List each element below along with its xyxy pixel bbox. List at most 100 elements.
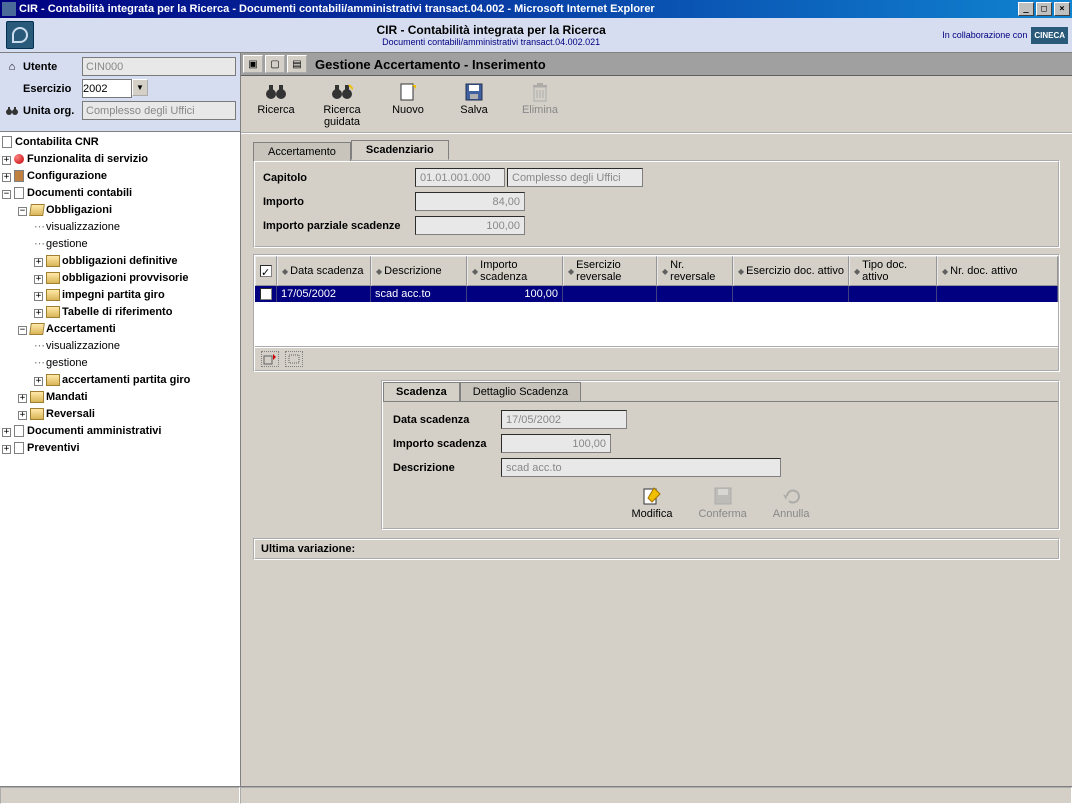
elimina-button: Elimina xyxy=(517,82,563,128)
tree-acc-gest[interactable]: gestione xyxy=(46,357,88,369)
tree-toggle[interactable]: + xyxy=(34,377,43,386)
maximize-button[interactable]: □ xyxy=(1036,2,1052,16)
tree-reversali[interactable]: Reversali xyxy=(46,408,95,420)
col-nr-reversale[interactable]: ◆Nr. reversale xyxy=(657,256,733,286)
col-tipo-doc-attivo[interactable]: ◆Tipo doc. attivo xyxy=(849,256,937,286)
nuovo-button[interactable]: Nuovo xyxy=(385,82,431,128)
tree-doc-contabili[interactable]: Documenti contabili xyxy=(27,187,132,199)
tree-mandati[interactable]: Mandati xyxy=(46,391,88,403)
tree-acc-partita[interactable]: accertamenti partita giro xyxy=(62,374,190,386)
capitolo-code-input[interactable] xyxy=(415,168,505,187)
tree-toggle[interactable]: + xyxy=(18,394,27,403)
tree-preventivi[interactable]: Preventivi xyxy=(27,442,80,454)
nav-back-button[interactable]: ▣ xyxy=(243,55,263,73)
modifica-button[interactable]: Modifica xyxy=(632,486,673,520)
cell-importo-scadenza: 100,00 xyxy=(467,286,563,302)
utente-input[interactable] xyxy=(82,57,236,76)
user-form: ⌂ Utente Esercizio ▼ Unita org. xyxy=(0,53,240,132)
tree-root[interactable]: Contabilita CNR xyxy=(15,136,99,148)
annulla-label: Annulla xyxy=(773,508,810,520)
col-nr-doc-attivo[interactable]: ◆Nr. doc. attivo xyxy=(937,256,1058,286)
col-importo-scadenza[interactable]: ◆Importo scadenza xyxy=(467,256,563,286)
undo-icon xyxy=(780,486,802,506)
tree-toggle[interactable]: + xyxy=(34,309,43,318)
tree-obbl-def[interactable]: obbligazioni definitive xyxy=(62,255,178,267)
col-checkbox[interactable]: ✓ xyxy=(255,256,277,286)
select-all-button[interactable] xyxy=(285,351,303,367)
nav-help-button[interactable]: ▤ xyxy=(287,55,307,73)
close-button[interactable]: × xyxy=(1054,2,1070,16)
ricerca-guidata-button[interactable]: Ricerca guidata xyxy=(319,82,365,128)
importo-input[interactable] xyxy=(415,192,525,211)
tree-toggle[interactable]: − xyxy=(2,190,11,199)
cell-nr-doc-attivo xyxy=(937,286,1058,302)
folder-icon xyxy=(46,374,60,386)
cell-nr-reversale xyxy=(657,286,733,302)
tree-config[interactable]: Configurazione xyxy=(27,170,107,182)
tree-gestione[interactable]: gestione xyxy=(46,238,88,250)
col-esercizio-reversale[interactable]: ◆Esercizio reversale xyxy=(563,256,657,286)
nuovo-label: Nuovo xyxy=(392,104,424,116)
add-row-button[interactable] xyxy=(261,351,279,367)
tree-toggle[interactable]: + xyxy=(2,173,11,182)
table-row[interactable]: 17/05/2002 scad acc.to 100,00 xyxy=(255,286,1058,302)
importo-parziale-input[interactable] xyxy=(415,216,525,235)
table-footer xyxy=(255,346,1058,370)
folder-icon xyxy=(46,272,60,284)
tree-toggle[interactable]: − xyxy=(18,207,27,216)
tree-doc-amm[interactable]: Documenti amministrativi xyxy=(27,425,161,437)
trash-icon xyxy=(528,82,552,102)
salva-button[interactable]: Salva xyxy=(451,82,497,128)
tree-tabelle[interactable]: Tabelle di riferimento xyxy=(62,306,172,318)
tree-toggle[interactable]: + xyxy=(18,411,27,420)
utente-label: Utente xyxy=(23,61,79,73)
subtab-dettaglio[interactable]: Dettaglio Scadenza xyxy=(460,382,581,401)
sub-descrizione-input[interactable] xyxy=(501,458,781,477)
folder-icon xyxy=(30,408,44,420)
tree-toggle[interactable]: + xyxy=(2,445,11,454)
esercizio-dropdown-button[interactable]: ▼ xyxy=(132,79,148,96)
tree-toggle[interactable]: − xyxy=(18,326,27,335)
tab-accertamento[interactable]: Accertamento xyxy=(253,142,351,161)
col-esercizio-doc-attivo[interactable]: ◆Esercizio doc. attivo xyxy=(733,256,849,286)
ultima-variazione-label: Ultima variazione: xyxy=(261,543,355,555)
nav-bookmark-button[interactable]: ▢ xyxy=(265,55,285,73)
header-checkbox[interactable]: ✓ xyxy=(260,265,272,277)
capitolo-desc-input[interactable] xyxy=(507,168,643,187)
tree-obbl-prov[interactable]: obbligazioni provvisorie xyxy=(62,272,189,284)
navigation-tree[interactable]: Contabilita CNR + Funzionalita di servizi… xyxy=(0,132,240,786)
tree-toggle[interactable]: + xyxy=(34,292,43,301)
row-checkbox[interactable] xyxy=(260,288,272,300)
tree-acc-vis[interactable]: visualizzazione xyxy=(46,340,120,352)
tree-toggle[interactable]: + xyxy=(2,156,11,165)
elimina-label: Elimina xyxy=(522,104,558,116)
tree-toggle[interactable]: + xyxy=(34,275,43,284)
tree-visualizzazione[interactable]: visualizzazione xyxy=(46,221,120,233)
sub-importo-input[interactable] xyxy=(501,434,611,453)
sub-data-scadenza-input[interactable] xyxy=(501,410,627,429)
window-title: CIR - Contabilità integrata per la Ricer… xyxy=(19,3,1018,15)
tree-accertamenti[interactable]: Accertamenti xyxy=(46,323,116,335)
tree-toggle[interactable]: + xyxy=(34,258,43,267)
ricerca-label: Ricerca xyxy=(257,104,294,116)
tree-obbligazioni[interactable]: Obbligazioni xyxy=(46,204,112,216)
tab-scadenziario[interactable]: Scadenziario xyxy=(351,140,449,160)
spacer-icon xyxy=(4,82,20,96)
tree-toggle[interactable]: + xyxy=(2,428,11,437)
tree-impegni[interactable]: impegni partita giro xyxy=(62,289,165,301)
unita-input[interactable] xyxy=(82,101,236,120)
ricerca-button[interactable]: Ricerca xyxy=(253,82,299,128)
doc-icon xyxy=(2,136,12,148)
scadenziario-form: Capitolo Importo Importo parziale scaden… xyxy=(253,160,1060,248)
minimize-button[interactable]: _ xyxy=(1018,2,1034,16)
col-data-scadenza[interactable]: ◆Data scadenza xyxy=(277,256,371,286)
save-icon xyxy=(712,486,734,506)
page-header: ▣ ▢ ▤ Gestione Accertamento - Inseriment… xyxy=(241,53,1072,76)
red-dot-icon xyxy=(14,154,24,164)
subtab-scadenza[interactable]: Scadenza xyxy=(383,382,460,401)
esercizio-select[interactable] xyxy=(82,79,132,98)
col-descrizione[interactable]: ◆Descrizione xyxy=(371,256,467,286)
annulla-button: Annulla xyxy=(773,486,810,520)
tree-funzionalita[interactable]: Funzionalita di servizio xyxy=(27,153,148,165)
scadenza-detail-panel: Scadenza Dettaglio Scadenza Data scadenz… xyxy=(381,380,1060,530)
